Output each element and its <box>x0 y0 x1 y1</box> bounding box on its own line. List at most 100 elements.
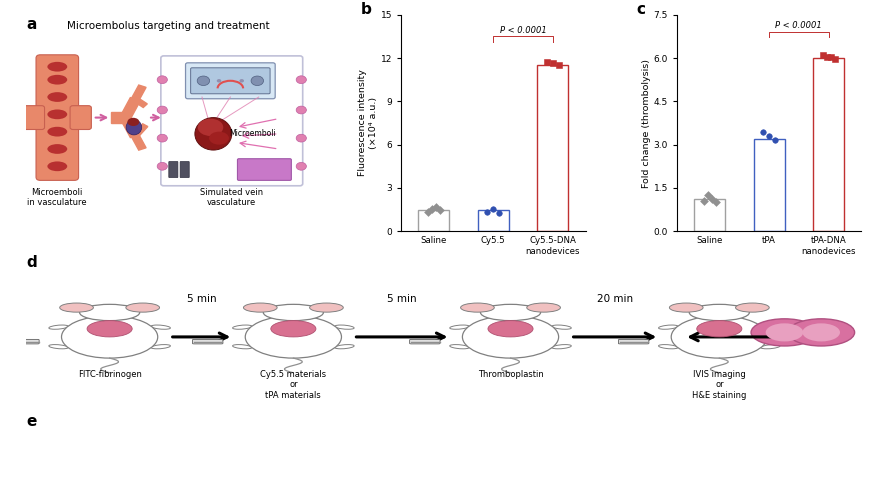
FancyBboxPatch shape <box>180 161 189 178</box>
Circle shape <box>460 303 494 312</box>
Text: P < 0.0001: P < 0.0001 <box>499 26 546 34</box>
Point <box>707 198 721 206</box>
Text: c: c <box>635 2 645 17</box>
Point <box>704 195 718 203</box>
Ellipse shape <box>658 325 677 329</box>
Polygon shape <box>120 116 140 138</box>
FancyBboxPatch shape <box>23 106 44 129</box>
Text: Thromboplastin: Thromboplastin <box>477 370 543 379</box>
Polygon shape <box>131 135 146 150</box>
Point <box>540 58 554 65</box>
Ellipse shape <box>335 344 354 349</box>
Circle shape <box>60 303 93 312</box>
Ellipse shape <box>197 119 223 136</box>
Point <box>826 55 840 62</box>
FancyBboxPatch shape <box>409 339 440 344</box>
Text: FITC-fibrinogen: FITC-fibrinogen <box>77 370 142 379</box>
Y-axis label: Fluorescence intensity
(×10⁴ a.u.): Fluorescence intensity (×10⁴ a.u.) <box>358 69 377 177</box>
Text: 5 min: 5 min <box>387 294 416 304</box>
Circle shape <box>295 162 306 170</box>
Ellipse shape <box>47 144 67 154</box>
Ellipse shape <box>658 344 677 349</box>
Point <box>767 136 781 144</box>
Ellipse shape <box>151 344 170 349</box>
Point <box>545 59 559 67</box>
Ellipse shape <box>127 118 139 126</box>
Bar <box>753 139 784 231</box>
Ellipse shape <box>750 319 817 346</box>
Text: e: e <box>26 414 36 429</box>
Text: d: d <box>26 255 36 271</box>
Ellipse shape <box>462 316 558 358</box>
Text: 5 min: 5 min <box>187 294 216 304</box>
Circle shape <box>126 303 159 312</box>
Ellipse shape <box>480 305 540 321</box>
Ellipse shape <box>765 323 802 341</box>
Circle shape <box>157 162 167 170</box>
Circle shape <box>295 134 306 142</box>
Circle shape <box>295 76 306 84</box>
FancyBboxPatch shape <box>190 68 269 94</box>
Point <box>551 62 565 69</box>
Text: P < 0.0001: P < 0.0001 <box>774 21 821 31</box>
Point <box>755 128 769 136</box>
Point <box>421 209 434 216</box>
Polygon shape <box>133 124 148 137</box>
Ellipse shape <box>47 127 67 136</box>
Ellipse shape <box>760 325 779 329</box>
FancyBboxPatch shape <box>169 161 177 178</box>
Ellipse shape <box>49 344 68 349</box>
Ellipse shape <box>801 323 839 341</box>
Text: 20 min: 20 min <box>596 294 633 304</box>
Ellipse shape <box>245 316 341 358</box>
Ellipse shape <box>62 316 157 358</box>
Circle shape <box>239 79 243 83</box>
Point <box>480 208 494 215</box>
Point <box>424 205 438 213</box>
Ellipse shape <box>449 325 468 329</box>
Point <box>492 209 506 217</box>
Text: Microemboli
in vasculature: Microemboli in vasculature <box>28 188 87 207</box>
Text: b: b <box>360 2 371 17</box>
Point <box>486 205 500 213</box>
FancyBboxPatch shape <box>237 159 291 181</box>
FancyBboxPatch shape <box>70 106 91 129</box>
Ellipse shape <box>126 120 142 135</box>
Circle shape <box>295 106 306 114</box>
Polygon shape <box>111 112 125 123</box>
Polygon shape <box>131 85 146 100</box>
Text: a: a <box>26 17 36 32</box>
Ellipse shape <box>551 344 571 349</box>
FancyBboxPatch shape <box>618 339 648 344</box>
Ellipse shape <box>47 75 67 85</box>
Ellipse shape <box>232 344 252 349</box>
Ellipse shape <box>551 325 571 329</box>
Circle shape <box>668 303 702 312</box>
Ellipse shape <box>232 325 252 329</box>
Point <box>823 54 837 62</box>
Y-axis label: Fold change (thrombolysis): Fold change (thrombolysis) <box>641 59 650 187</box>
Ellipse shape <box>760 344 779 349</box>
Point <box>696 197 710 205</box>
Ellipse shape <box>47 92 67 102</box>
Ellipse shape <box>488 321 533 337</box>
Circle shape <box>526 303 560 312</box>
Point <box>815 51 829 59</box>
FancyBboxPatch shape <box>36 55 78 181</box>
Ellipse shape <box>270 321 315 337</box>
Bar <box>693 199 724 231</box>
Ellipse shape <box>696 321 741 337</box>
Ellipse shape <box>47 109 67 119</box>
FancyBboxPatch shape <box>161 56 302 186</box>
Point <box>428 204 442 212</box>
Ellipse shape <box>263 305 323 321</box>
Circle shape <box>157 134 167 142</box>
Circle shape <box>309 303 343 312</box>
Ellipse shape <box>79 305 140 321</box>
Circle shape <box>734 303 768 312</box>
Text: IVIS imaging
or
H&E staining: IVIS imaging or H&E staining <box>692 370 746 400</box>
Ellipse shape <box>688 305 748 321</box>
Circle shape <box>251 76 263 86</box>
Ellipse shape <box>449 344 468 349</box>
Ellipse shape <box>151 325 170 329</box>
